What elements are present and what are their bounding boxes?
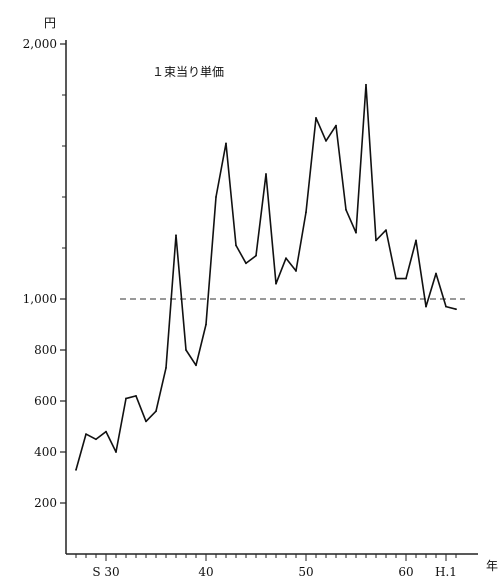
data-point: [315, 117, 317, 119]
data-point: [105, 430, 107, 433]
chart-annotation: １束当り単価: [152, 65, 224, 79]
data-point: [395, 277, 397, 280]
data-point: [215, 196, 217, 198]
y-tick-label: 400: [34, 445, 57, 459]
data-point: [365, 83, 367, 86]
data-point: [245, 262, 247, 265]
data-point: [435, 272, 437, 275]
data-point: [375, 239, 377, 242]
data-point: [405, 277, 407, 280]
data-point: [345, 208, 347, 211]
data-point: [205, 323, 207, 326]
y-tick-label: 2,000: [23, 37, 57, 51]
x-axis-unit: 年: [486, 559, 498, 573]
data-point: [235, 244, 237, 247]
data-point: [115, 451, 117, 453]
data-point: [455, 308, 457, 311]
y-tick-label: 600: [34, 394, 57, 408]
data-point: [295, 270, 297, 272]
data-point: [275, 282, 277, 285]
data-point: [165, 366, 167, 369]
data-point: [355, 231, 357, 234]
data-point: [95, 438, 97, 441]
data-point: [335, 124, 337, 127]
y-tick-label: 1,000: [23, 292, 57, 306]
data-point: [175, 234, 177, 237]
data-point: [155, 410, 157, 413]
x-tick-label: 40: [198, 565, 213, 579]
data-point: [285, 257, 287, 260]
data-point: [385, 229, 387, 232]
data-point: [85, 433, 87, 436]
data-point: [255, 254, 257, 257]
y-tick-label: 200: [34, 496, 57, 510]
series-layer: [75, 83, 457, 471]
y-axis-unit: 円: [44, 16, 56, 30]
data-point: [185, 349, 187, 351]
data-point: [225, 142, 227, 145]
data-point: [125, 397, 127, 400]
data-point: [415, 239, 417, 242]
tick-layer: 200 400 600 800 1,000 2,000 S 30 40 50 60 H.1: [23, 37, 457, 579]
y-tick-label: 800: [34, 343, 57, 357]
data-point: [325, 140, 327, 142]
data-point: [195, 364, 197, 367]
data-point: [445, 305, 447, 308]
data-point: [305, 211, 307, 214]
data-point: [75, 468, 77, 471]
data-point: [265, 173, 267, 175]
series-line: [75, 84, 457, 471]
data-point: [425, 305, 427, 308]
data-point: [135, 395, 137, 397]
x-tick-label: S 30: [92, 565, 119, 579]
data-point: [145, 420, 147, 423]
x-tick-label: 60: [398, 565, 413, 579]
axes: [65, 40, 478, 555]
x-tick-label: 50: [298, 565, 313, 579]
x-tick-label: H.1: [435, 565, 457, 579]
